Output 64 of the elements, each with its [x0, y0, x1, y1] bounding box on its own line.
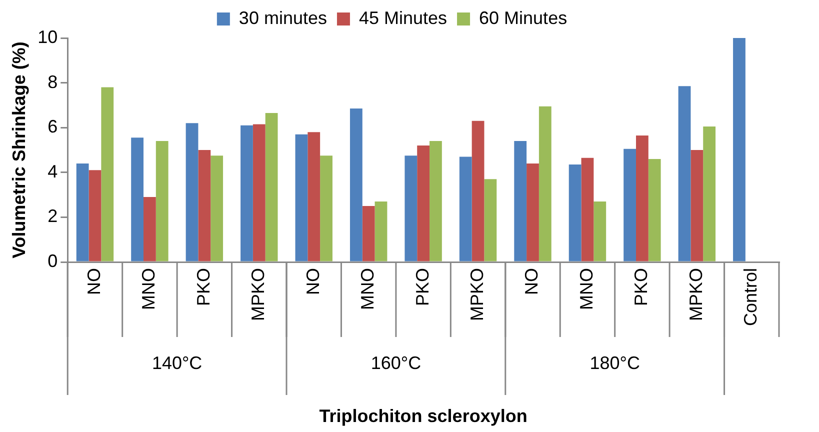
y-tick-label: 10: [38, 26, 58, 47]
bar: [198, 150, 211, 262]
x-tick-label: NO: [302, 268, 323, 295]
y-tick-label: 0: [48, 250, 58, 271]
bar: [101, 87, 114, 262]
bar: [538, 106, 552, 262]
bar: [210, 156, 224, 262]
bar: [430, 141, 442, 262]
bar: [678, 86, 691, 262]
bar: [186, 123, 198, 262]
x-tick-label: PKO: [631, 268, 652, 306]
x-tick-label: MNO: [576, 268, 596, 310]
bar: [484, 179, 497, 262]
bar: [374, 202, 388, 262]
x-tick-label: NO: [522, 268, 542, 295]
bar: [240, 125, 253, 262]
bar: [156, 141, 168, 262]
bar: [624, 148, 636, 262]
bar: [362, 206, 375, 262]
bar: [733, 38, 746, 262]
legend-label: 60 Minutes: [479, 8, 568, 28]
bar: [131, 138, 144, 262]
x-tick-label: MPKO: [686, 268, 706, 322]
y-tick-label: 4: [48, 161, 58, 182]
x-tick-label: MNO: [138, 268, 159, 310]
text: 160°C: [370, 352, 422, 373]
y-axis-title: Volumetric Shrinkage (%): [8, 42, 29, 258]
legend-label: 45 Minutes: [358, 8, 448, 28]
bar: [417, 146, 430, 262]
x-tick-label: PKO: [412, 268, 432, 306]
text: 180°C: [590, 352, 640, 373]
bar: [526, 163, 539, 262]
bar: [308, 132, 320, 262]
y-tick-label: 6: [48, 116, 58, 137]
bar: [265, 113, 278, 262]
bar: [404, 156, 418, 262]
bar: [459, 156, 472, 262]
bar: [690, 150, 704, 262]
bar: [581, 158, 594, 262]
x-tick-label: MPKO: [248, 268, 268, 322]
x-tick-label: NO: [84, 268, 104, 295]
y-tick-label: 8: [48, 72, 58, 92]
bar: [320, 156, 332, 262]
bar: [472, 120, 484, 262]
bar: [144, 197, 156, 262]
x-tick-label: MNO: [358, 268, 378, 310]
x-tick-label: PKO: [193, 268, 214, 306]
x-tick-label: MPKO: [467, 268, 487, 322]
text: 140°C: [152, 352, 202, 373]
bar: [568, 164, 582, 262]
x-tick-label: Control: [740, 268, 761, 326]
y-tick-label: 2: [48, 206, 58, 226]
bar: [594, 202, 606, 262]
bar: [252, 124, 266, 262]
bar: [648, 158, 661, 262]
bar: [295, 134, 308, 262]
bar: [350, 108, 362, 262]
bar: [703, 126, 716, 262]
bar: [636, 135, 648, 262]
legend-label: 30 minutes: [238, 8, 327, 28]
bar: [514, 141, 527, 262]
x-axis-title: Triplochiton scleroxylon: [319, 406, 528, 426]
bar: [76, 163, 89, 262]
bar: [88, 170, 102, 262]
